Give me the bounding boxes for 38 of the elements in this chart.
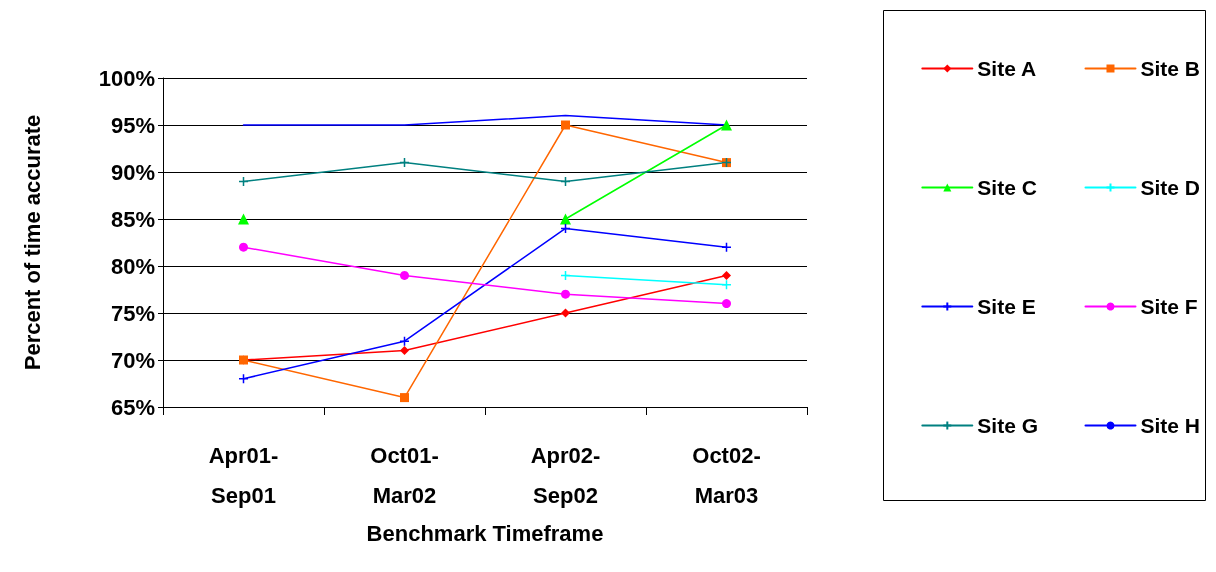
point — [721, 119, 732, 131]
point — [561, 308, 570, 318]
point — [239, 242, 248, 252]
legend-label: Site H — [1140, 414, 1200, 437]
x-tick-label: Oct02- Mar03 — [692, 442, 761, 508]
x-axis-title: Benchmark Timeframe — [366, 520, 604, 546]
point — [722, 299, 731, 309]
point — [400, 270, 409, 280]
legend-label: Site F — [1140, 295, 1198, 318]
legend-label: Site C — [977, 176, 1037, 199]
point — [238, 213, 249, 225]
point — [400, 346, 409, 356]
y-tick-label: 85% — [110, 206, 155, 232]
legend-label: Site D — [1140, 176, 1200, 199]
x-tick-label: Oct01- Mar02 — [370, 442, 439, 508]
point — [399, 335, 410, 347]
legend-label: Site G — [977, 414, 1038, 437]
x-tick-label: Apr01- Sep01 — [208, 442, 279, 508]
legend-label: Site E — [977, 295, 1036, 318]
y-tick-label: 100% — [98, 65, 155, 91]
point — [400, 393, 409, 403]
y-tick-label: 65% — [110, 394, 155, 420]
y-tick-label: 70% — [110, 347, 155, 373]
point — [722, 270, 731, 280]
y-tick-label: 95% — [110, 112, 155, 138]
point — [561, 289, 570, 299]
point — [721, 279, 732, 291]
y-tick-label: 90% — [110, 159, 155, 185]
point — [238, 373, 249, 385]
point — [721, 241, 732, 253]
point — [560, 213, 571, 225]
y-tick-label: 75% — [110, 300, 155, 326]
y-tick-label: 80% — [110, 253, 155, 279]
point — [561, 120, 570, 130]
legend-label: Site A — [977, 57, 1037, 80]
y-axis-title: Percent of time accurate — [19, 114, 45, 371]
legend-label: Site B — [1140, 57, 1200, 80]
x-tick-label: Apr02- Sep02 — [530, 442, 601, 508]
